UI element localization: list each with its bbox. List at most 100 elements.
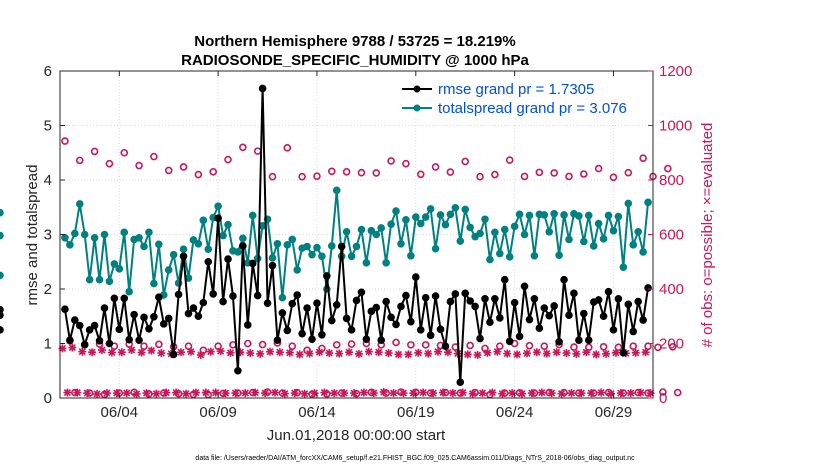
rmse-point (318, 330, 326, 339)
rmse-point (476, 334, 484, 343)
y-right-tick-label: 0 (659, 390, 667, 407)
obs-evaluated-point (463, 350, 472, 359)
obs-evaluated-point (404, 350, 413, 359)
totalspread-point (179, 245, 188, 254)
totalspread-point (0, 231, 4, 240)
rmse-point (268, 261, 277, 270)
totalspread-point (120, 228, 129, 237)
y-tick-label: 2 (44, 281, 52, 298)
rmse-point (199, 298, 208, 307)
obs-evaluated-point (567, 389, 576, 398)
obs-evaluated-point (488, 388, 497, 397)
rmse-point (71, 316, 79, 324)
rmse-point (229, 292, 237, 300)
obs-evaluated-point (177, 348, 186, 357)
totalspread-point (61, 233, 69, 242)
rmse-point (505, 337, 514, 346)
obs-possible-point (525, 341, 534, 350)
rmse-point (446, 297, 455, 306)
rmse-point (609, 326, 618, 334)
totalspread-point (362, 259, 371, 267)
totalspread-point (303, 242, 311, 251)
obs-evaluated-point (285, 348, 294, 357)
obs-possible-point (570, 343, 578, 351)
rmse-point (194, 312, 203, 321)
obs-possible-point (476, 172, 484, 181)
obs-evaluated-point (330, 389, 339, 398)
x-tick-label: 06/29 (595, 404, 633, 421)
obs-evaluated-point (191, 388, 200, 397)
totalspread-point (248, 211, 257, 220)
totalspread-point (327, 242, 336, 250)
obs-possible-point (664, 164, 672, 173)
totalspread-point (71, 229, 79, 238)
obs-evaluated-point (483, 348, 492, 357)
totalspread-point (614, 212, 623, 221)
rmse-point (570, 289, 578, 298)
rmse-point (169, 350, 178, 359)
obs-evaluated-point (572, 349, 581, 358)
legend-box (400, 76, 650, 118)
legend-totalspread-label: totalspread grand pr = 3.076 (438, 100, 627, 117)
rmse-point (397, 302, 405, 311)
rmse-point (80, 340, 89, 349)
obs-evaluated-point (127, 346, 136, 355)
totalspread-point (0, 271, 4, 280)
obs-possible-point (258, 340, 267, 349)
obs-evaluated-point (478, 389, 487, 398)
obs-evaluated-point (616, 389, 625, 398)
obs-possible-point (599, 342, 608, 351)
rmse-point (372, 303, 381, 312)
obs-evaluated-point (448, 389, 457, 398)
obs-evaluated-point (73, 388, 82, 397)
obs-evaluated-point (305, 349, 314, 358)
obs-possible-point (332, 341, 341, 349)
rmse-point (283, 326, 292, 335)
obs-evaluated-point (354, 349, 363, 358)
totalspread-point (293, 266, 302, 274)
obs-evaluated-point (172, 388, 181, 397)
rmse-point (540, 304, 549, 312)
obs-evaluated-point (542, 349, 551, 358)
obs-possible-point (243, 339, 252, 348)
obs-evaluated-point (201, 388, 210, 397)
obs-evaluated-point (320, 388, 329, 397)
obs-possible-point (209, 168, 217, 176)
legend-totalspread-marker (413, 104, 421, 112)
totalspread-point (594, 219, 603, 228)
totalspread-point (214, 202, 222, 210)
obs-evaluated-point (270, 388, 279, 397)
obs-evaluated-point (216, 347, 225, 356)
totalspread-point (500, 225, 509, 234)
y-right-tick-label: 1000 (659, 118, 692, 135)
rmse-point (555, 338, 563, 346)
obs-evaluated-point (325, 349, 334, 358)
rmse-point (426, 331, 435, 340)
rmse-point (219, 297, 227, 306)
rmse-point (61, 305, 69, 313)
rmse-point (303, 304, 311, 312)
obs-possible-point (327, 167, 336, 176)
y-axis-right-label: # of obs: o=possible; ×=evaluated (699, 123, 716, 348)
obs-evaluated-point (522, 349, 531, 358)
obs-evaluated-point (335, 349, 344, 358)
totalspread-point (624, 199, 633, 208)
obs-evaluated-point (503, 349, 512, 358)
rmse-point (535, 324, 544, 333)
totalspread-point (456, 237, 465, 245)
obs-possible-point (372, 169, 381, 177)
totalspread-point (397, 239, 405, 248)
obs-evaluated-point (518, 389, 527, 398)
obs-evaluated-point (587, 389, 596, 398)
series-lines (0, 84, 652, 386)
rmse-point (619, 348, 628, 357)
totalspread-point (204, 245, 213, 254)
totalspread-point (545, 227, 554, 236)
obs-evaluated-point (241, 389, 250, 398)
totalspread-point (476, 229, 484, 238)
totalspread-point (140, 242, 148, 251)
totalspread-point (95, 275, 104, 284)
rmse-point (471, 302, 479, 311)
totalspread-point (219, 231, 227, 240)
rmse-point (382, 297, 390, 306)
